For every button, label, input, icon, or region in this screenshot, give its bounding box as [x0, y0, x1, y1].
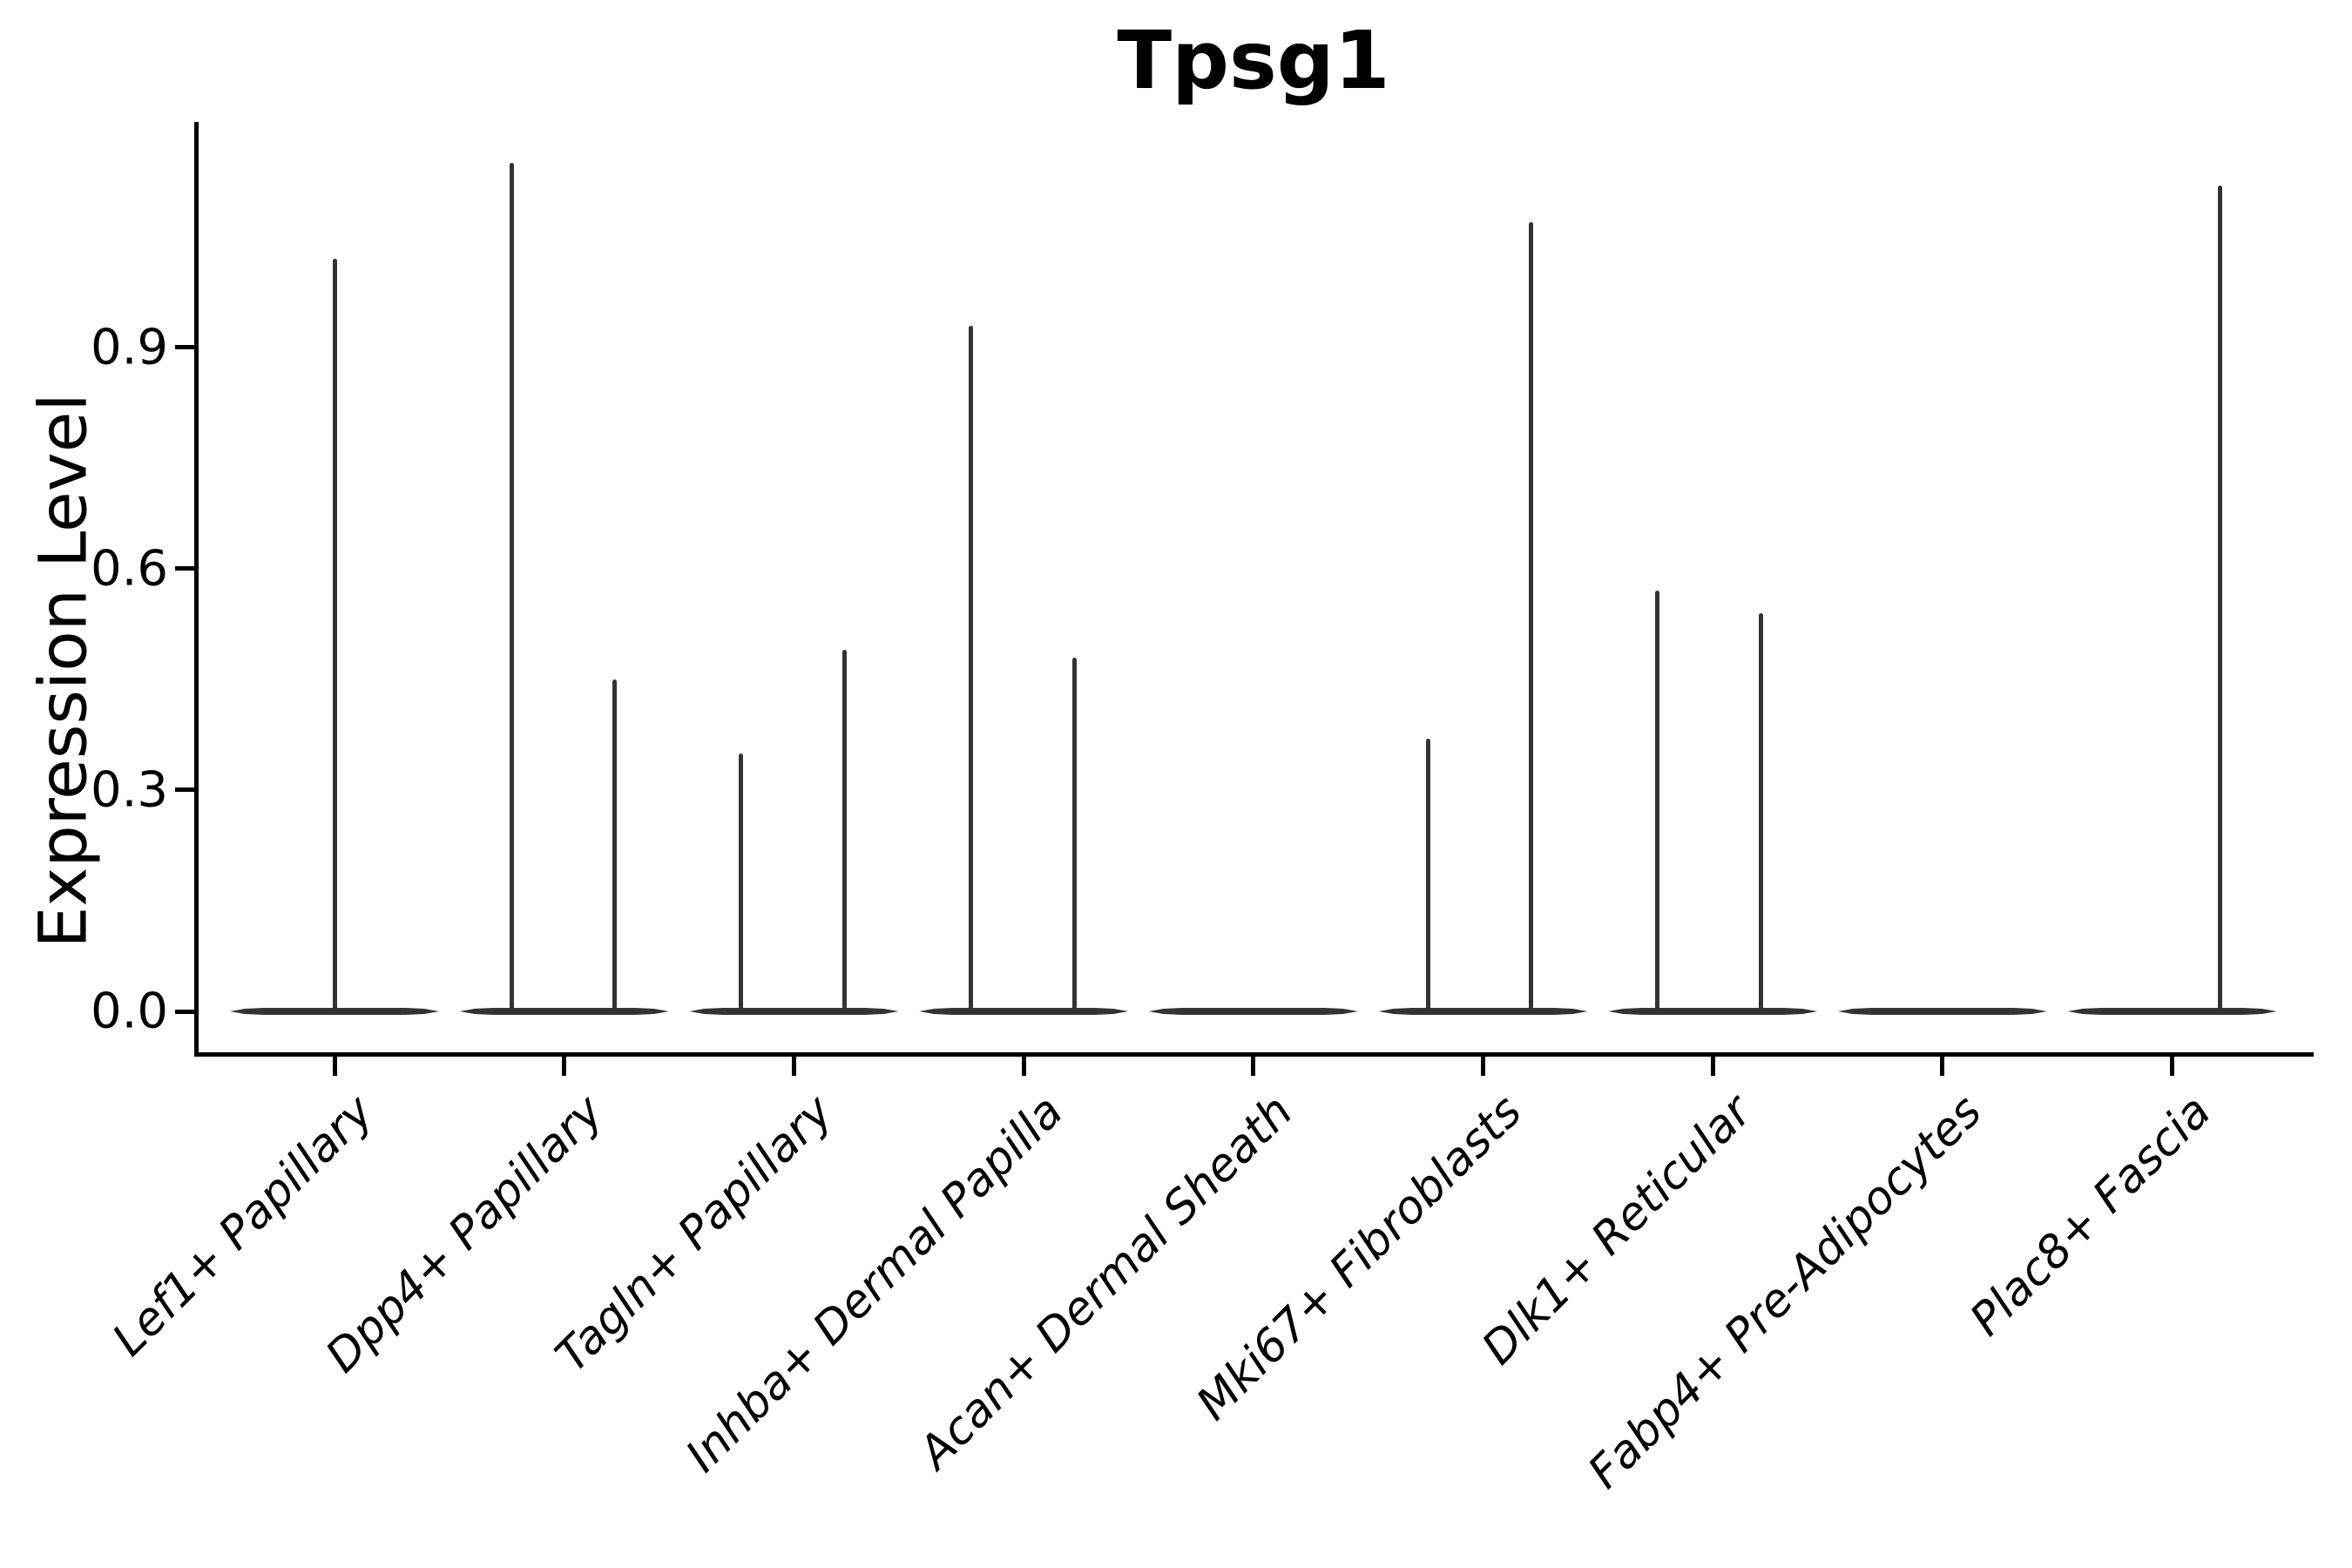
- violin-base: [689, 1008, 899, 1015]
- violin-base: [459, 1008, 669, 1015]
- violin-base: [2067, 1008, 2277, 1015]
- x-tick-label: Acan+ Dermal Sheath: [909, 1085, 1303, 1479]
- x-tick: [2170, 1057, 2175, 1076]
- violin-base: [1148, 1008, 1358, 1015]
- violin-spike: [1425, 738, 1430, 1011]
- violin-spike: [1655, 591, 1660, 1011]
- x-tick: [1251, 1057, 1256, 1076]
- violin-spike: [1529, 222, 1534, 1011]
- violin-spike: [739, 753, 744, 1011]
- y-axis-label: Expression Level: [24, 393, 102, 949]
- violin-spike: [332, 259, 337, 1011]
- chart-title: Tpsg1: [1117, 14, 1390, 107]
- y-tick: [175, 787, 194, 793]
- violin-base: [1837, 1008, 2047, 1015]
- violin-spike: [968, 325, 973, 1011]
- violin-spike: [2218, 185, 2223, 1011]
- x-tick: [1710, 1057, 1715, 1076]
- y-tick: [175, 566, 194, 571]
- x-tick: [1481, 1057, 1485, 1076]
- violin-spike: [612, 679, 618, 1011]
- x-tick: [562, 1057, 567, 1076]
- x-tick-label: Inhba+ Dermal Papilla: [675, 1085, 1073, 1483]
- violin-spike: [1071, 657, 1077, 1011]
- violin-base: [919, 1008, 1129, 1015]
- x-tick: [1021, 1057, 1026, 1076]
- x-tick: [1940, 1057, 1945, 1076]
- y-tick-label: 0.3: [90, 761, 168, 819]
- violin-base: [230, 1008, 439, 1015]
- left-spine: [194, 122, 199, 1057]
- x-tick-label: Plac8+ Fascia: [1960, 1085, 2222, 1347]
- y-tick: [175, 1009, 194, 1014]
- y-tick: [175, 345, 194, 350]
- violin-base: [1378, 1008, 1588, 1015]
- bottom-spine: [194, 1052, 2314, 1057]
- y-tick-label: 0.6: [90, 540, 168, 598]
- x-tick: [332, 1057, 337, 1076]
- violin-spike: [509, 163, 514, 1011]
- x-tick-label: Fabp4+ Pre-Adipocytes: [1578, 1085, 1992, 1499]
- x-tick: [791, 1057, 796, 1076]
- y-tick-label: 0.0: [90, 983, 168, 1040]
- y-tick-label: 0.9: [90, 319, 168, 376]
- violin-spike: [841, 650, 847, 1011]
- violin-spike: [1759, 612, 1764, 1011]
- violin-base: [1608, 1008, 1818, 1015]
